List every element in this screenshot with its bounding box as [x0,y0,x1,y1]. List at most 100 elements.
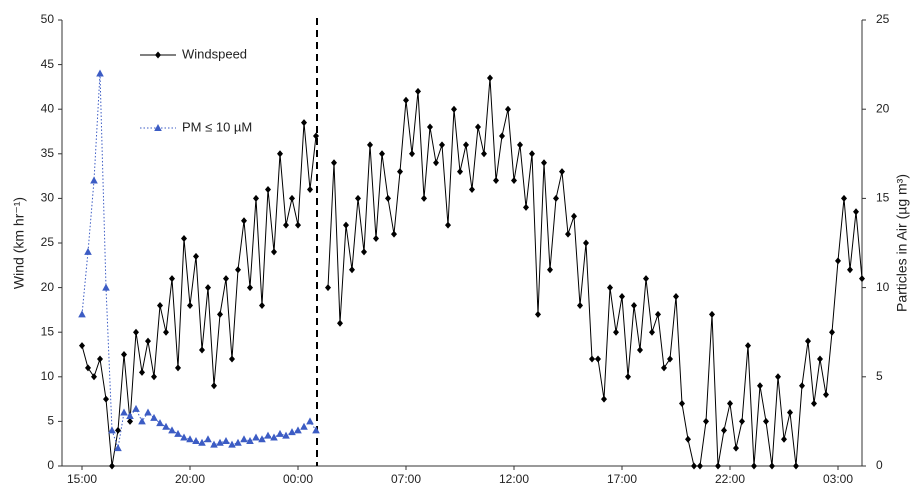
x-tick-label: 03:00 [823,472,853,486]
diamond-marker [463,141,469,149]
diamond-marker [481,150,487,158]
triangle-marker [132,404,140,412]
triangle-marker [120,408,128,416]
diamond-marker [409,150,415,158]
y2-axis-title: Particles in Air (µg m³) [894,174,910,312]
triangle-marker [228,440,236,448]
diamond-marker [559,168,565,176]
diamond-marker [727,400,733,408]
legend-label: PM ≤ 10 µM [182,119,252,134]
diamond-marker [91,373,97,381]
diamond-marker [139,368,145,376]
diamond-marker [841,194,847,202]
diamond-marker [289,194,295,202]
triangle-marker [90,176,98,184]
diamond-marker [649,328,655,336]
triangle-marker [198,438,206,446]
y2-tick-label: 15 [876,191,890,205]
diamond-marker [829,328,835,336]
y-tick-label: 25 [41,235,55,249]
triangle-marker [312,426,320,434]
diamond-marker [607,284,613,292]
diamond-marker [547,266,553,274]
x-tick-label: 17:00 [607,472,637,486]
diamond-marker [349,266,355,274]
triangle-marker [180,433,188,441]
triangle-marker [84,247,92,255]
diamond-marker [415,87,421,95]
diamond-marker [853,208,859,216]
y2-tick-label: 5 [876,369,883,383]
diamond-marker [253,194,259,202]
diamond-marker [631,301,637,309]
diamond-marker [751,462,757,470]
x-tick-label: 12:00 [499,472,529,486]
diamond-marker [571,212,577,220]
y2-tick-label: 0 [876,458,883,472]
y-axis-title: Wind (km hr⁻¹) [11,197,27,289]
triangle-marker [234,438,242,446]
diamond-marker [451,105,457,113]
triangle-marker [154,124,162,131]
x-tick-label: 15:00 [67,472,97,486]
diamond-marker [151,373,157,381]
triangle-marker [252,433,260,441]
x-tick-label: 00:00 [283,472,313,486]
triangle-marker [162,422,170,430]
triangle-marker [102,283,110,291]
diamond-marker [787,408,793,416]
diamond-marker [775,373,781,381]
triangle-marker [108,426,116,434]
diamond-marker [643,275,649,283]
diamond-marker [229,355,235,363]
diamond-marker [793,462,799,470]
diamond-marker [391,230,397,238]
diamond-marker [595,355,601,363]
y-tick-label: 35 [41,146,55,160]
diamond-marker [769,462,775,470]
diamond-marker [235,266,241,274]
diamond-marker [739,417,745,425]
triangle-marker [156,419,164,427]
diamond-marker [577,301,583,309]
diamond-marker [817,355,823,363]
triangle-marker [150,413,158,421]
diamond-marker [823,391,829,399]
diamond-marker [307,185,313,193]
diamond-marker [271,248,277,256]
diamond-marker [673,293,679,301]
y-tick-label: 10 [41,369,55,383]
triangle-marker [240,435,248,443]
triangle-marker [168,426,176,434]
y-tick-label: 20 [41,280,55,294]
y-tick-label: 0 [47,458,54,472]
triangle-marker [96,69,104,77]
diamond-marker [85,364,91,372]
triangle-marker [270,433,278,441]
y2-tick-label: 25 [876,12,890,26]
diamond-marker [445,221,451,229]
diamond-marker [589,355,595,363]
diamond-marker [475,123,481,131]
triangle-marker [306,417,314,425]
diamond-marker [667,355,673,363]
triangle-marker [216,438,224,446]
y-tick-label: 30 [41,191,55,205]
diamond-marker [499,132,505,140]
diamond-marker [685,435,691,443]
y-tick-label: 50 [41,12,55,26]
diamond-marker [427,123,433,131]
diamond-marker [355,194,361,202]
diamond-marker [247,284,253,292]
diamond-marker [385,194,391,202]
y-tick-label: 45 [41,57,55,71]
diamond-marker [295,221,301,229]
diamond-marker [457,168,463,176]
diamond-marker [709,310,715,318]
diamond-marker [241,217,247,225]
diamond-marker [661,364,667,372]
y2-tick-label: 10 [876,280,890,294]
diamond-marker [703,417,709,425]
